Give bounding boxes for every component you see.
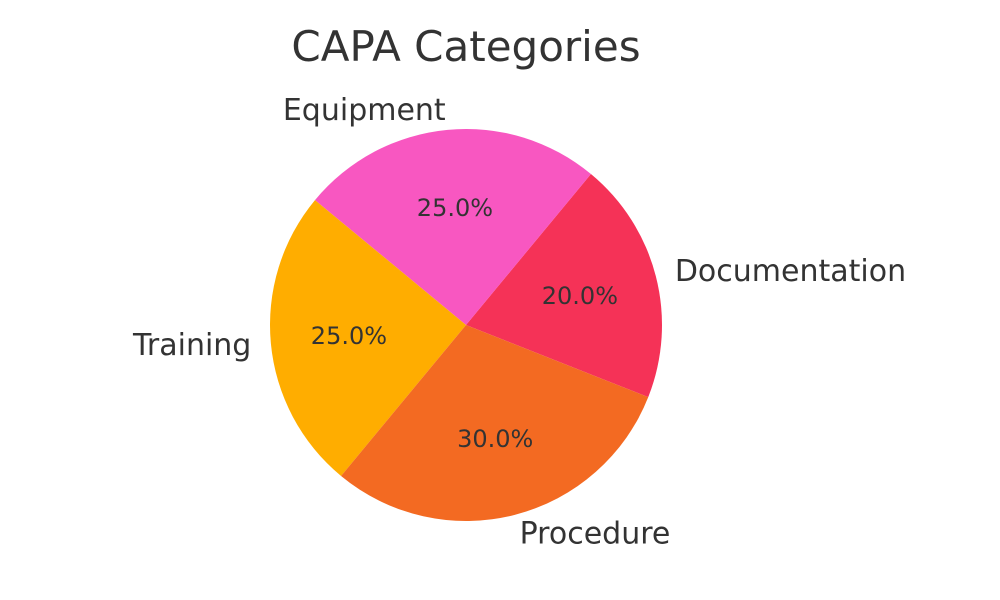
pct-label-equipment: 25.0%	[417, 194, 493, 222]
pie-slice-training	[270, 200, 466, 477]
category-label-documentation: Documentation	[675, 254, 906, 289]
category-label-procedure: Procedure	[520, 516, 671, 551]
pie-slice-documentation	[466, 173, 662, 398]
category-label-equipment: Equipment	[283, 93, 446, 128]
pct-label-procedure: 30.0%	[457, 425, 533, 453]
pct-label-documentation: 20.0%	[542, 282, 618, 310]
chart-title: CAPA Categories	[291, 22, 641, 71]
pie-slice-procedure	[341, 325, 649, 521]
category-label-training: Training	[132, 328, 251, 363]
pct-label-training: 25.0%	[311, 322, 387, 350]
pie-slice-equipment	[314, 129, 591, 325]
